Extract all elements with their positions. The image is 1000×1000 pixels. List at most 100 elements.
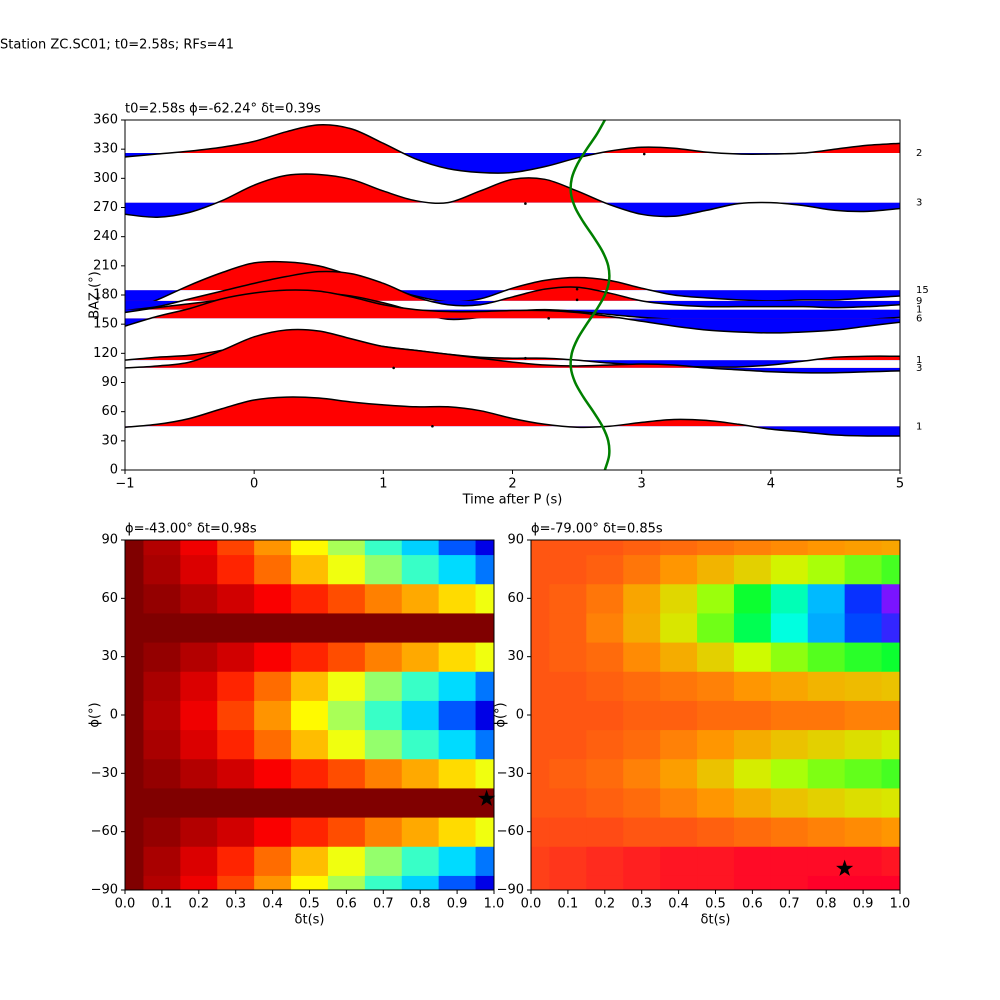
heatmap-cell (438, 583, 477, 614)
heatmap-cell (327, 554, 366, 585)
heatmap-cell (881, 787, 901, 818)
heatmap-cell (881, 540, 901, 556)
trace-count: 3 (916, 198, 922, 209)
heatmap-cell (291, 671, 329, 701)
heatmap-cell (291, 540, 329, 556)
heatmap-cell (697, 787, 735, 818)
heatmap-cell (475, 700, 495, 731)
heatmap-cell (438, 554, 477, 585)
y-tick-label: 60 (101, 591, 118, 606)
heatmap-cell (364, 612, 403, 643)
x-tick-label: 0.5 (299, 897, 320, 912)
y-tick-label: 30 (101, 433, 118, 448)
heatmap-cell (549, 540, 587, 556)
heatmap-cell (475, 758, 495, 789)
heatmap-cell (531, 817, 550, 847)
heatmap-cell (254, 642, 292, 672)
heatmap-cell (844, 729, 883, 760)
heatmap-cell (881, 875, 901, 891)
heatmap-cell (660, 671, 698, 701)
x-tick-label: 0 (250, 477, 258, 492)
heatmap-cell (733, 846, 772, 876)
heatmap-cell (401, 583, 440, 614)
heatmap-cell (660, 700, 698, 731)
positive-fill (217, 173, 771, 203)
x-tick-label: 0.4 (668, 897, 689, 912)
heatmap-cell (180, 846, 218, 876)
x-tick-label: 0.0 (521, 897, 542, 912)
x-tick-label: 0.3 (631, 897, 652, 912)
y-axis-label: BAZ (°) (88, 271, 103, 319)
y-tick-label: −90 (497, 883, 524, 898)
heatmap-cell (531, 554, 550, 585)
heatmap-cell (733, 875, 772, 891)
x-tick-label: 0.6 (742, 897, 763, 912)
heatmap-cell (549, 583, 587, 614)
plot-area (125, 120, 900, 470)
heatmap-cell (364, 787, 403, 818)
y-tick-label: 60 (507, 591, 524, 606)
heatmap-cell (475, 540, 495, 556)
heatmap-cell (438, 729, 477, 760)
heatmap-cell (881, 758, 901, 789)
heatmap-cell (401, 554, 440, 585)
positive-fill (125, 396, 900, 427)
heatmap-cell (807, 875, 846, 891)
heatmap-cell (180, 642, 218, 672)
heatmap-cell (438, 700, 477, 731)
trace-line (125, 289, 900, 334)
x-tick-label: 0.1 (558, 897, 579, 912)
heatmap-cell (327, 817, 366, 847)
heatmap-cell (844, 817, 883, 847)
heatmap-cell (143, 540, 181, 556)
heatmap-cell (217, 671, 255, 701)
heatmap-cell (254, 554, 292, 585)
heatmap-cell (438, 642, 477, 672)
x-tick-label: 0.0 (115, 897, 136, 912)
positive-fill (125, 329, 707, 368)
heatmap-cell (143, 554, 181, 585)
trace-count: 9 (916, 296, 922, 307)
heatmap-cell (844, 758, 883, 789)
x-tick-label: 0.3 (225, 897, 246, 912)
heatmap-cell (881, 642, 901, 672)
heatmap-cell (881, 729, 901, 760)
heatmap-cell (125, 787, 144, 818)
heatmap-cell (549, 642, 587, 672)
heatmap-cell (125, 700, 144, 731)
heatmap-cell (549, 671, 587, 701)
heatmap-cell (291, 817, 329, 847)
heatmap-cell (770, 540, 809, 556)
heatmap-cell (733, 700, 772, 731)
best-fit-star (836, 859, 854, 876)
heatmap-cell (697, 671, 735, 701)
heatmap-cell (807, 540, 846, 556)
heatmap-cell (881, 700, 901, 731)
heatmap-cell (291, 700, 329, 731)
heatmap-cell (143, 758, 181, 789)
heatmap-cell (291, 729, 329, 760)
x-axis-label: δt(s) (295, 913, 325, 928)
heatmap-cell (180, 729, 218, 760)
heatmap-cell (586, 583, 624, 614)
heatmap-cell (364, 817, 403, 847)
heatmap-cell (697, 875, 735, 891)
heatmap-cell (881, 671, 901, 701)
heatmap-cell (807, 729, 846, 760)
heatmap-cell (549, 787, 587, 818)
x-tick-label: 0.2 (188, 897, 209, 912)
heatmap-cell (327, 612, 366, 643)
heatmap-cell (660, 846, 698, 876)
axes-title: t0=2.58s ϕ=-62.24° δt=0.39s (125, 102, 321, 117)
heatmap-cell (180, 875, 218, 891)
heatmap-cell (143, 729, 181, 760)
heatmap-cell (143, 817, 181, 847)
heatmap-cell (475, 554, 495, 585)
heatmap-cell (401, 729, 440, 760)
heatmap-cell (660, 583, 698, 614)
x-tick-label: 1.0 (484, 897, 505, 912)
x-tick-label: 0.9 (447, 897, 468, 912)
heatmap-cell (586, 540, 624, 556)
heatmap-cell (733, 642, 772, 672)
